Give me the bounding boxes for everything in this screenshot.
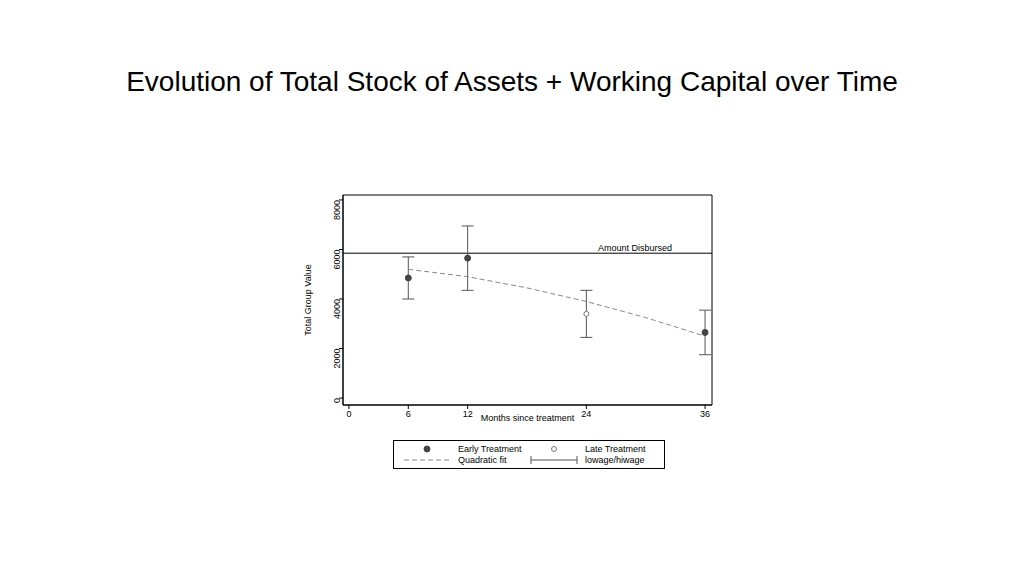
html-text:Early Treatment: Early Treatment — [458, 444, 522, 454]
svg-text:24: 24 — [581, 409, 591, 419]
svg-text:Total Group Value: Total Group Value — [303, 264, 313, 335]
html-text:Quadratic fit: Quadratic fit — [458, 455, 507, 465]
svg-text:0: 0 — [346, 409, 351, 419]
svg-text:6000: 6000 — [332, 249, 342, 269]
html-text:lowage/hiwage: lowage/hiwage — [585, 455, 645, 465]
svg-text:36: 36 — [700, 409, 710, 419]
svg-text:Months since treatment: Months since treatment — [481, 413, 575, 423]
svg-text:4000: 4000 — [332, 299, 342, 319]
svg-text:12: 12 — [463, 409, 473, 419]
svg-text:0: 0 — [332, 398, 342, 403]
html-text:Evolution of Total Stock of As: Evolution of Total Stock of Assets + Wor… — [126, 66, 898, 97]
svg-text:2000: 2000 — [332, 349, 342, 369]
svg-text:8000: 8000 — [332, 200, 342, 220]
svg-text:Amount Disbursed: Amount Disbursed — [598, 243, 672, 253]
svg-text:6: 6 — [406, 409, 411, 419]
html-text:Late Treatment: Late Treatment — [585, 444, 646, 454]
